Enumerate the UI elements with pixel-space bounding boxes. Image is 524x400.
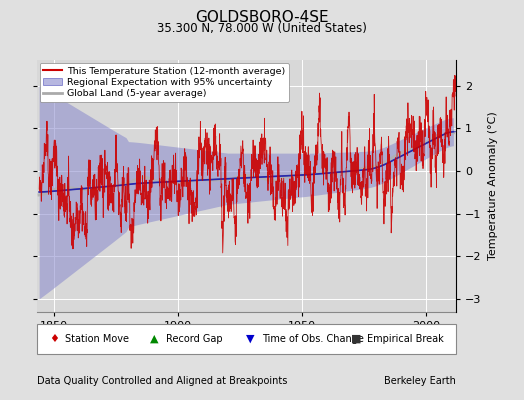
Text: Time of Obs. Change: Time of Obs. Change — [262, 334, 364, 344]
Text: Data Quality Controlled and Aligned at Breakpoints: Data Quality Controlled and Aligned at B… — [37, 376, 287, 386]
Text: ▲: ▲ — [150, 334, 158, 344]
Legend: This Temperature Station (12-month average), Regional Expectation with 95% uncer: This Temperature Station (12-month avera… — [39, 63, 289, 102]
Text: Record Gap: Record Gap — [166, 334, 222, 344]
Text: 35.300 N, 78.000 W (United States): 35.300 N, 78.000 W (United States) — [157, 22, 367, 35]
Text: Empirical Break: Empirical Break — [367, 334, 444, 344]
FancyBboxPatch shape — [37, 324, 456, 354]
Text: ▼: ▼ — [246, 334, 255, 344]
Text: Station Move: Station Move — [65, 334, 129, 344]
Text: Berkeley Earth: Berkeley Earth — [384, 376, 456, 386]
Text: ■: ■ — [351, 334, 362, 344]
Text: ♦: ♦ — [49, 334, 59, 344]
Text: GOLDSBORO-4SE: GOLDSBORO-4SE — [195, 10, 329, 25]
Y-axis label: Temperature Anomaly (°C): Temperature Anomaly (°C) — [488, 112, 498, 260]
